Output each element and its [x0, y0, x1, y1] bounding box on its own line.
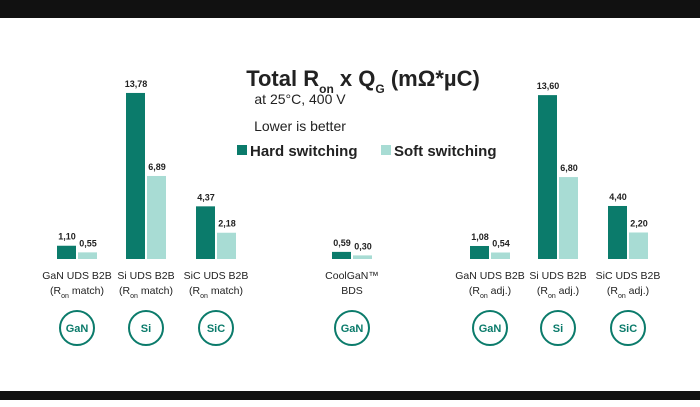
badge [334, 310, 370, 346]
bar [147, 175, 166, 259]
subscript: on [130, 293, 138, 300]
subscript: on [61, 293, 69, 300]
badge-label: Si [553, 323, 563, 335]
text-part: (mΩ*µC) [385, 66, 480, 91]
text-part: match) [138, 285, 173, 297]
subscript: on [200, 293, 208, 300]
top-band [0, 0, 700, 18]
legend-swatch [237, 145, 247, 155]
category-label: (Ron match) [119, 285, 173, 300]
text-part: match) [208, 285, 243, 297]
badge [128, 310, 164, 346]
text-part: BDS [341, 285, 363, 297]
category-label: (Ron match) [189, 285, 243, 300]
text-part: (R [189, 285, 200, 297]
text-part: (R [537, 285, 548, 297]
badge-label: GaN [66, 323, 89, 335]
bar [559, 177, 578, 259]
category-label: (Ron match) [50, 285, 104, 300]
badge [610, 310, 646, 346]
value-label: 4,40 [609, 192, 627, 202]
value-label: 2,20 [630, 218, 648, 228]
text-part: (R [469, 285, 480, 297]
bar [629, 232, 648, 259]
value-label: 1,10 [58, 232, 76, 242]
category-label: Si UDS B2B [529, 270, 586, 282]
value-label: 0,54 [492, 238, 510, 248]
bar [491, 252, 510, 259]
badge [198, 310, 234, 346]
category-label: CoolGaN™ [325, 270, 379, 282]
subscript: on [319, 82, 334, 96]
badge-label: Si [141, 323, 151, 335]
value-label: 0,30 [354, 241, 372, 251]
text-part: adj.) [626, 285, 649, 297]
badge [472, 310, 508, 346]
value-label: 13,78 [125, 79, 148, 89]
text-part: adj.) [556, 285, 579, 297]
value-label: 0,55 [79, 238, 97, 248]
category-label: GaN UDS B2B [42, 270, 111, 282]
legend-label: Soft switching [394, 143, 497, 160]
bar [78, 252, 97, 259]
category-label: SiC UDS B2B [184, 270, 249, 282]
bar [126, 92, 145, 260]
bar [217, 232, 236, 259]
text-part: (R [50, 285, 61, 297]
value-label: 1,08 [471, 232, 489, 242]
subscript: G [375, 82, 384, 96]
bar [538, 95, 557, 260]
chart-title: Total Ron x QG (mΩ*µC) [246, 66, 480, 96]
value-label: 6,89 [148, 162, 166, 172]
bar [353, 255, 372, 259]
subtitle: at 25°C, 400 V [254, 91, 346, 107]
bar [196, 206, 215, 259]
category-label: GaN UDS B2B [455, 270, 524, 282]
text-part: Total R [246, 66, 319, 91]
bar [608, 205, 627, 259]
legend-swatch [381, 145, 391, 155]
value-label: 2,18 [218, 219, 236, 229]
legend-label: Hard switching [250, 143, 358, 160]
category-label: (Ron adj.) [607, 285, 649, 300]
text-part: (R [119, 285, 130, 297]
value-label: 0,59 [333, 238, 351, 248]
value-label: 13,60 [537, 81, 560, 91]
badge [59, 310, 95, 346]
badge [540, 310, 576, 346]
category-label: (Ron adj.) [469, 285, 511, 300]
subscript: on [548, 293, 556, 300]
category-label: BDS [341, 285, 363, 297]
value-label: 4,37 [197, 192, 215, 202]
bar [57, 245, 76, 259]
note: Lower is better [254, 118, 346, 134]
text-part: (R [607, 285, 618, 297]
badge-label: GaN [341, 323, 364, 335]
category-label: (Ron adj.) [537, 285, 579, 300]
bar [470, 245, 489, 259]
bar [332, 251, 351, 259]
subscript: on [480, 293, 488, 300]
bottom-band [0, 391, 700, 400]
text-part: adj.) [488, 285, 511, 297]
badge-label: GaN [479, 323, 502, 335]
category-label: SiC UDS B2B [596, 270, 661, 282]
category-label: Si UDS B2B [117, 270, 174, 282]
text-part: x Q [334, 66, 376, 91]
text-part: match) [69, 285, 104, 297]
badge-label: SiC [619, 323, 637, 335]
value-label: 6,80 [560, 163, 578, 173]
badge-label: SiC [207, 323, 225, 335]
subscript: on [618, 293, 626, 300]
